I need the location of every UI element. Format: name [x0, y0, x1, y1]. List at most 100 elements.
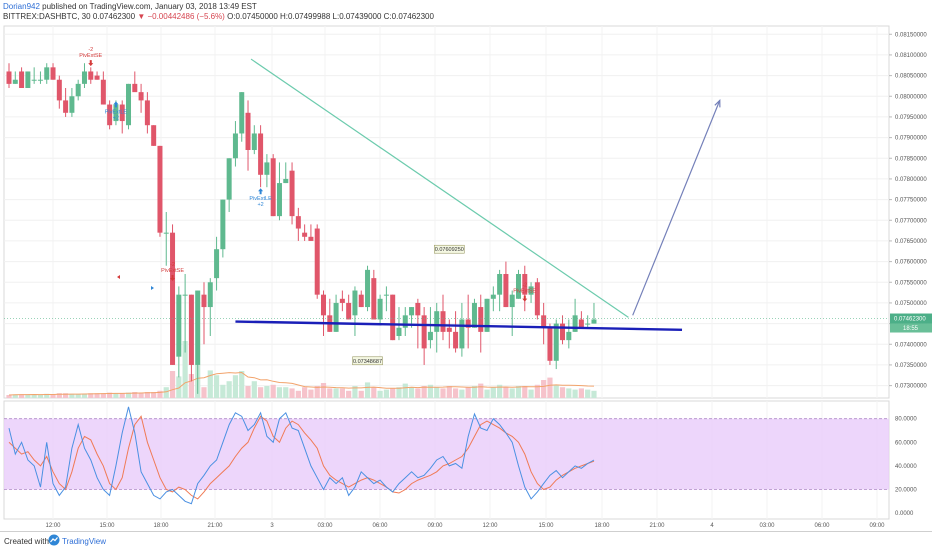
created-with-text: Created with: [4, 537, 49, 546]
volume-bar: [452, 388, 459, 398]
volume-bar: [245, 386, 251, 398]
candle-body: [176, 294, 182, 357]
signal-label: +2: [113, 115, 119, 121]
signal-label: PivExtLE: [105, 109, 128, 115]
volume-bar: [113, 393, 119, 398]
volume-bar: [163, 387, 169, 398]
candle-body: [365, 269, 371, 308]
time-axis-label: 15:00: [99, 523, 115, 529]
projection-arrow: [632, 100, 721, 316]
volume-bar: [503, 387, 509, 398]
price-axis-label: 0.07600000: [895, 260, 927, 266]
volume-bar: [390, 388, 396, 398]
volume-bar: [50, 394, 56, 398]
candle-body: [352, 290, 358, 316]
volume-bar: [327, 388, 333, 398]
candle-body: [415, 302, 421, 316]
candle-body: [484, 298, 490, 332]
tradingview-logo-icon: [48, 534, 60, 546]
candle-body: [515, 274, 521, 299]
volume-bar: [176, 376, 182, 398]
volume-bar: [107, 392, 113, 398]
sell-arrow-icon: [522, 295, 528, 302]
price-callout-label: 0.07609250: [435, 247, 464, 253]
author-link[interactable]: Dorian942: [3, 2, 40, 11]
time-axis-label: 09:00: [869, 523, 885, 529]
publish-info: Dorian942 published on TradingView.com, …: [3, 2, 257, 11]
candle-body: [19, 71, 25, 88]
price-axis-label: 0.07650000: [895, 239, 927, 245]
volume-bar: [358, 390, 364, 398]
candle-body: [25, 71, 31, 88]
candle-body: [44, 67, 50, 80]
descending-trendline: [250, 58, 629, 318]
buy-arrow-icon: [113, 101, 119, 108]
volume-bar: [295, 390, 301, 398]
volume-bar: [25, 394, 31, 398]
candle-body: [157, 145, 163, 233]
volume-bar: [440, 388, 446, 398]
candle-body: [69, 96, 75, 113]
time-axis-label: 15:00: [538, 523, 554, 529]
candle-body: [188, 294, 194, 365]
candle-body: [270, 158, 276, 217]
candle-body: [585, 323, 591, 325]
volume-bar: [434, 387, 440, 398]
right-marker-icon: [151, 286, 154, 290]
candle-body: [459, 319, 465, 349]
volume-bar: [320, 383, 327, 398]
volume-layer: [6, 341, 597, 398]
volume-bar: [75, 394, 81, 398]
volume-bar: [201, 387, 207, 398]
time-axis-label: 06:00: [372, 523, 388, 529]
candle-body: [541, 315, 547, 328]
time-axis-label: 03:00: [317, 523, 333, 529]
candle-body: [440, 311, 446, 332]
signal-label: -2: [522, 283, 527, 289]
volume-bar: [509, 388, 515, 398]
price-axis-label: 0.08000000: [895, 94, 927, 100]
volume-bar: [18, 394, 25, 398]
candle-body: [566, 331, 572, 341]
candle-body: [251, 133, 257, 150]
volume-bar: [308, 389, 314, 398]
volume-bar: [591, 390, 597, 398]
volume-bar: [396, 387, 402, 398]
volume-bar: [364, 382, 371, 398]
candle-body: [81, 71, 87, 84]
countdown-tag: [890, 323, 932, 333]
volume-bar: [471, 386, 478, 398]
time-axis-label: 06:00: [814, 523, 830, 529]
price-axis-label: 0.08050000: [895, 74, 927, 80]
volume-bar: [497, 384, 503, 398]
signal-label: PivExtSE: [79, 53, 102, 59]
candle-body: [283, 178, 289, 184]
candle-body: [239, 92, 245, 134]
price-chart[interactable]: -2PivExtSEPivExtLE+2-2PivExtSEPivExtLE+2…: [0, 0, 932, 531]
volume-bar: [283, 387, 289, 398]
volume-bar: [566, 388, 572, 398]
volume-bar: [81, 393, 88, 398]
volume-bar: [56, 393, 62, 398]
candle-body: [119, 104, 125, 122]
symbol-info: BITTREX:DASHBTC, 30 0.07462300 ▼ −0.0044…: [3, 12, 434, 21]
volume-bar: [69, 393, 75, 398]
volume-bar: [302, 387, 308, 398]
price-axis-label: 0.07750000: [895, 198, 927, 204]
candle-body: [346, 302, 352, 320]
left-marker-icon: [117, 275, 120, 279]
volume-bar: [226, 381, 232, 398]
volume-bar: [371, 387, 377, 398]
price-pane: [3, 25, 890, 399]
candle-body: [302, 232, 308, 237]
tradingview-brand-link[interactable]: TradingView: [62, 537, 107, 546]
candle-body: [37, 79, 43, 81]
volume-bar: [346, 390, 352, 398]
candle-body: [396, 327, 402, 336]
candle-body: [75, 83, 81, 97]
footer: Created with TradingView: [0, 531, 932, 551]
candle-body: [113, 104, 119, 122]
candle-body: [151, 125, 157, 146]
volume-bar: [559, 387, 566, 398]
volume-bar: [132, 392, 138, 398]
